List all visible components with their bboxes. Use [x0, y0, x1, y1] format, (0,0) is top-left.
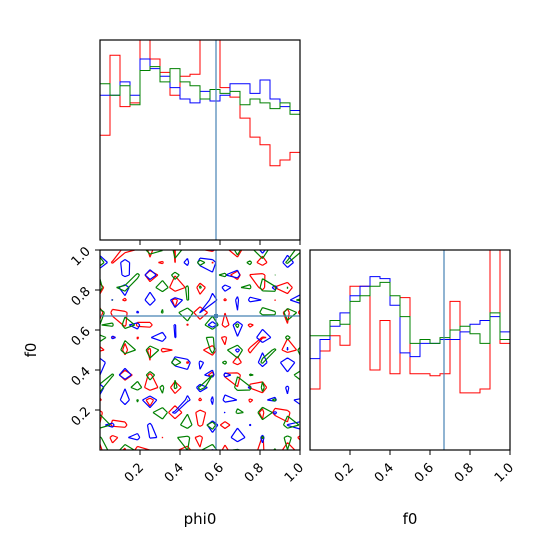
contour-ytick-label-2: 0.6 — [69, 324, 94, 349]
histogram-panel-phi0 — [99, 39, 301, 245]
hist-phi0-plot-area — [100, 40, 300, 240]
hist-f0-xtick-label-2: 0.6 — [412, 460, 437, 485]
hist-f0-xtick-label-4: 1.0 — [492, 460, 517, 485]
hist-f0-xtick-label-3: 0.8 — [452, 460, 477, 485]
contour-ytick-label-4: 1.0 — [69, 244, 94, 269]
hist-phi0-series-red — [100, 40, 300, 240]
contour-xtick-label-1: 0.4 — [162, 460, 187, 485]
contour-truth-marker — [214, 314, 218, 318]
hist-phi0-frame — [99, 39, 301, 241]
contour-xtick-label-2: 0.6 — [202, 460, 227, 485]
contour-ytick-label-3: 0.8 — [69, 284, 94, 309]
contour-panel-phi0-f0: 0.2 0.4 0.6 0.8 1.0 0.2 0.4 0.6 0.8 1.0 — [69, 244, 307, 485]
contour-series-green — [100, 250, 300, 450]
hist-f0-series-blue — [310, 276, 510, 450]
hist-f0-series-green — [310, 281, 510, 450]
axis-labels: phi0 f0 f0 — [22, 343, 417, 528]
contour-ytick-label-0: 0.2 — [69, 404, 94, 429]
hist-f0-xtick-label-1: 0.4 — [372, 460, 397, 485]
hist-phi0-series-green — [100, 66, 300, 240]
hist-f0-plot-area — [310, 250, 510, 450]
contour-ytick-label-1: 0.4 — [69, 364, 94, 389]
contour-xtick-label-4: 1.0 — [282, 460, 307, 485]
histogram-panel-f0: 0.2 0.4 0.6 0.8 1.0 — [309, 249, 517, 486]
hist-f0-xtick-label-0: 0.2 — [332, 460, 357, 485]
contour-xtick-label-3: 0.8 — [242, 460, 267, 485]
contour-frame — [99, 249, 301, 451]
x-axis-label-phi0: phi0 — [184, 510, 217, 528]
y-axis-label-f0: f0 — [22, 343, 40, 358]
hist-f0-series-red — [310, 250, 510, 450]
x-axis-label-f0: f0 — [403, 510, 418, 528]
contour-xtick-label-0: 0.2 — [122, 460, 147, 485]
contour-plot-area — [100, 250, 300, 450]
hist-f0-frame — [309, 249, 511, 451]
